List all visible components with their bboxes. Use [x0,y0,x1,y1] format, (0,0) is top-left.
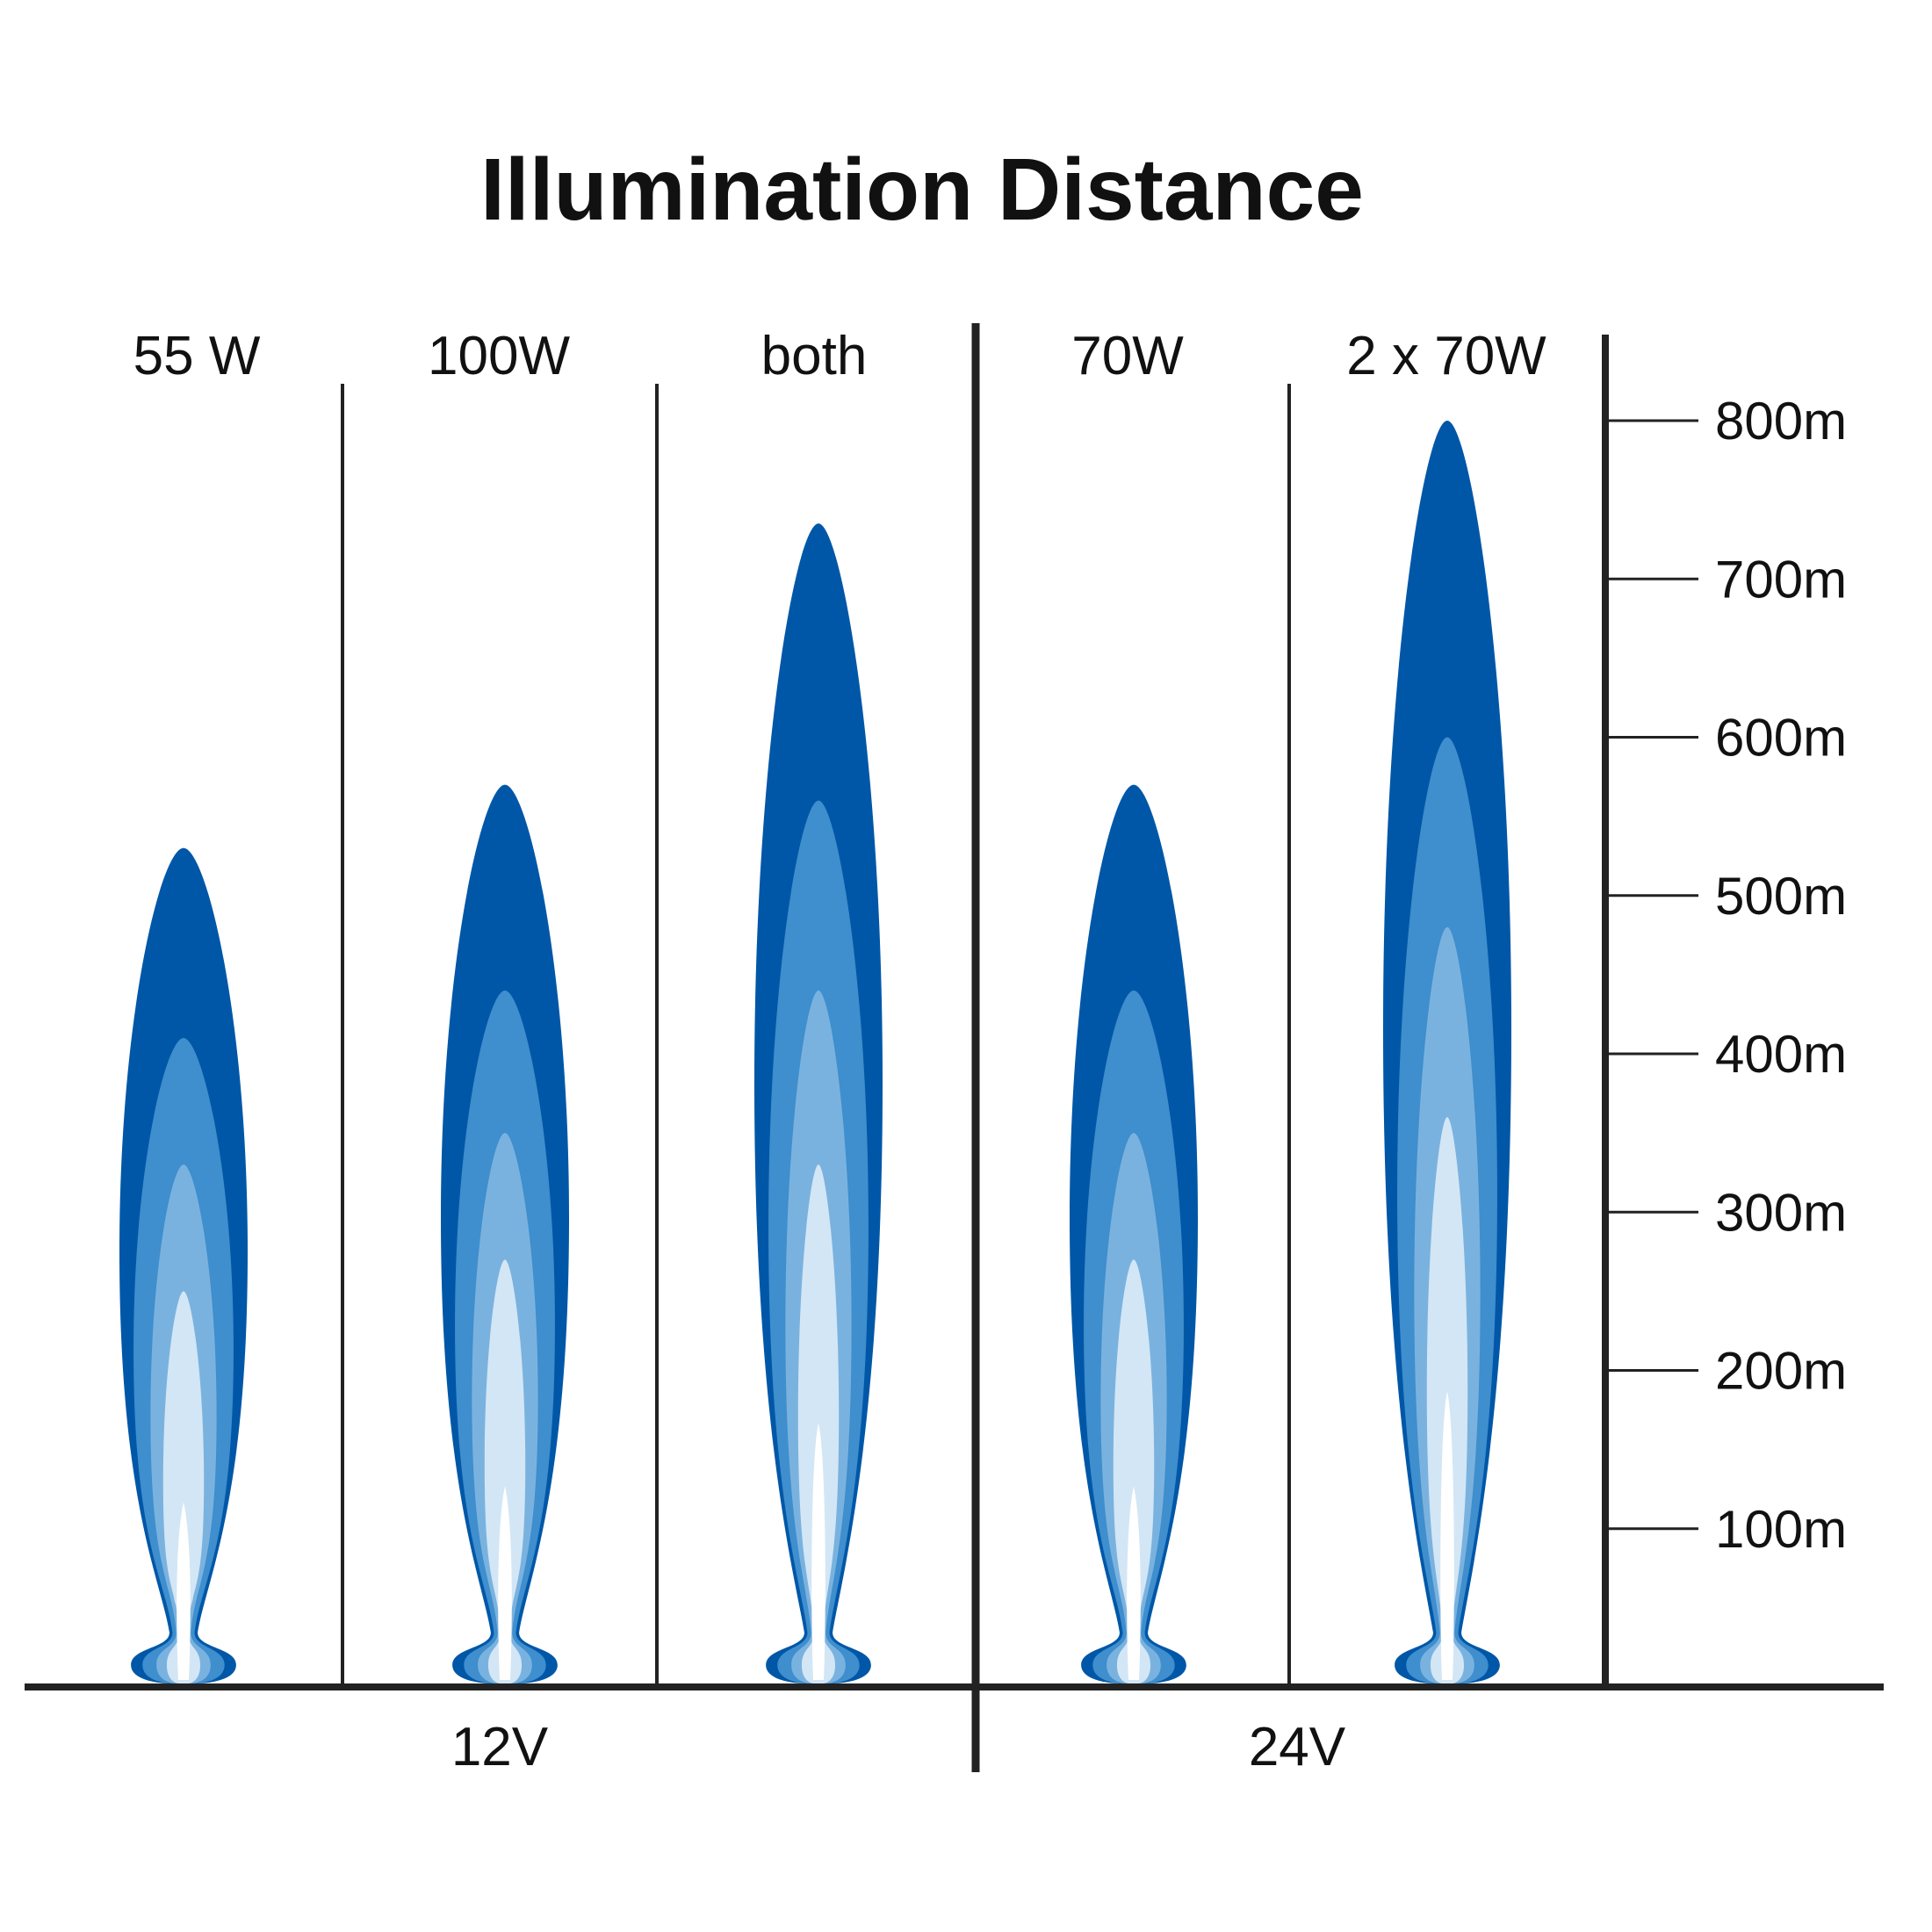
voltage-group-label-1: 12V [451,1717,549,1777]
beam-core-2 [498,1486,512,1680]
voltage-group-label-2: 24V [1249,1717,1346,1777]
column-label-3: both [761,326,868,386]
column-label-2: 100W [428,326,570,386]
beam-series [119,421,1511,1683]
column-label-4: 70W [1071,326,1184,386]
y-tick-label-2: 200m [1715,1342,1847,1401]
beam-core-1 [177,1502,191,1680]
y-tick-label-1: 100m [1715,1500,1847,1559]
chart-title: Illumination Distance [480,141,1364,239]
beam-5 [1383,421,1511,1683]
beam-4 [1070,784,1198,1683]
y-tick-label-5: 500m [1715,867,1847,926]
column-label-1: 55 W [133,326,261,386]
y-tick-label-7: 700m [1715,550,1847,609]
beam-1 [119,847,248,1683]
beam-3 [754,523,883,1683]
beam-core-4 [1127,1486,1141,1680]
y-tick-label-3: 300m [1715,1183,1847,1242]
y-tick-label-6: 600m [1715,709,1847,768]
beam-2 [441,784,569,1683]
beam-core-5 [1440,1391,1454,1680]
y-tick-label-8: 800m [1715,392,1847,451]
chart-labels: 55 W 100W both 70W 2 x 70W 100m 200m 300m 400m 50… [133,326,1847,1777]
beam-core-3 [811,1423,825,1680]
y-tick-label-4: 400m [1715,1025,1847,1084]
column-label-5: 2 x 70W [1346,326,1546,386]
chart-frame [25,323,1884,1772]
